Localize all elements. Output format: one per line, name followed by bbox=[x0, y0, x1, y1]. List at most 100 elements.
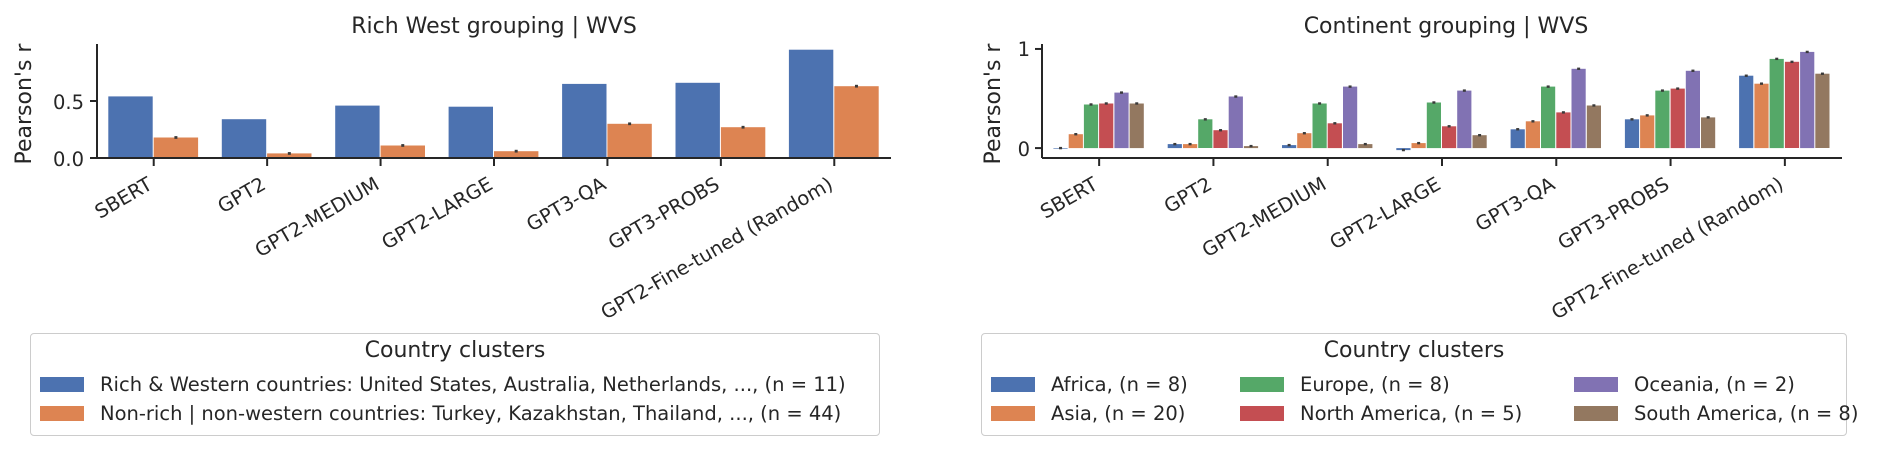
bar bbox=[380, 145, 425, 158]
bar bbox=[834, 86, 879, 158]
bar bbox=[1358, 144, 1373, 149]
bar bbox=[1624, 119, 1640, 148]
bar bbox=[607, 123, 652, 158]
legend-item: Non-rich | non-western countries: Turkey… bbox=[40, 402, 841, 425]
legend-swatch bbox=[1574, 377, 1618, 392]
x-tick-label: GPT2-LARGE bbox=[1326, 172, 1445, 254]
bar bbox=[1815, 73, 1830, 148]
bar bbox=[1327, 123, 1342, 149]
bar bbox=[1472, 135, 1487, 149]
bar bbox=[1083, 104, 1099, 149]
x-tick-label: GPT3-QA bbox=[1471, 172, 1559, 236]
bar bbox=[1343, 86, 1358, 149]
bar bbox=[1800, 51, 1815, 149]
x-tick-label: SBERT bbox=[1036, 172, 1101, 223]
bar bbox=[1426, 102, 1441, 149]
bar bbox=[1701, 117, 1716, 149]
legend-label: Europe, (n = 8) bbox=[1300, 373, 1450, 396]
legend-item: Rich & Western countries: United States,… bbox=[40, 373, 846, 396]
legend-item: South America, (n = 8) bbox=[1574, 402, 1858, 425]
bar bbox=[1754, 83, 1769, 149]
legend-swatch bbox=[40, 377, 84, 392]
legend-rich-west: Country clusters Rich & Western countrie… bbox=[30, 333, 880, 436]
legend-title: Country clusters bbox=[364, 338, 546, 363]
legend-continent: Country clusters Africa, (n = 8) Asia, (… bbox=[981, 333, 1858, 436]
legend-label: South America, (n = 8) bbox=[1634, 402, 1859, 425]
legend-swatch bbox=[1574, 406, 1618, 421]
x-tick-label: GPT2 bbox=[214, 172, 270, 218]
x-tick-label: GPT2-MEDIUM bbox=[1198, 172, 1330, 262]
bar bbox=[1640, 115, 1655, 149]
bar bbox=[267, 153, 312, 158]
y-axis-label: Pearson's r bbox=[981, 43, 1006, 165]
legend-label: Rich & Western countries: United States,… bbox=[100, 373, 846, 396]
legend-item: Asia, (n = 20) bbox=[991, 402, 1185, 425]
panel-rich-west: Rich West grouping | WVS Pearson's r 0.5… bbox=[12, 14, 891, 324]
y-tick-label: 0 bbox=[1018, 138, 1030, 161]
bar bbox=[1457, 90, 1472, 149]
bar bbox=[1198, 119, 1213, 148]
legend-label: North America, (n = 5) bbox=[1300, 402, 1523, 425]
bar bbox=[1556, 112, 1571, 149]
bar bbox=[108, 96, 153, 158]
y-tick-label: 0.5 bbox=[53, 91, 84, 114]
chart-title: Rich West grouping | WVS bbox=[351, 14, 637, 39]
legend-title: Country clusters bbox=[1323, 338, 1505, 363]
y-tick-label: 1 bbox=[1018, 38, 1030, 61]
bar bbox=[1099, 103, 1114, 149]
x-tick-label: GPT2 bbox=[1160, 172, 1216, 218]
bar bbox=[1282, 145, 1297, 149]
bar bbox=[1655, 90, 1670, 149]
bar bbox=[1541, 86, 1556, 149]
bar bbox=[1167, 144, 1182, 149]
bar bbox=[1670, 88, 1685, 149]
x-tick-label: SBERT bbox=[91, 172, 156, 223]
x-tick-label: GPT2-MEDIUM bbox=[251, 172, 383, 262]
bar bbox=[1571, 68, 1586, 149]
bar bbox=[720, 127, 766, 158]
bar bbox=[1769, 58, 1784, 149]
legend-label: Non-rich | non-western countries: Turkey… bbox=[100, 402, 842, 425]
bar bbox=[1442, 126, 1457, 149]
bar bbox=[562, 83, 607, 158]
bar bbox=[448, 106, 493, 158]
legend-swatch bbox=[991, 377, 1035, 392]
bar bbox=[1685, 70, 1700, 149]
legend-label: Asia, (n = 20) bbox=[1051, 402, 1186, 425]
bar bbox=[1183, 144, 1198, 149]
legend-item: Europe, (n = 8) bbox=[1240, 373, 1450, 396]
panel-continent: Continent grouping | WVS Pearson's r 1 0… bbox=[981, 14, 1842, 324]
legend-swatch bbox=[991, 406, 1035, 421]
x-tick-label: GPT2-LARGE bbox=[378, 172, 497, 254]
bar bbox=[221, 119, 267, 158]
bar bbox=[1213, 130, 1228, 148]
legend-item: Oceania, (n = 2) bbox=[1574, 373, 1795, 396]
y-tick-label: 0.0 bbox=[53, 148, 84, 171]
legend-swatch bbox=[1240, 377, 1284, 392]
chart-title: Continent grouping | WVS bbox=[1304, 14, 1589, 39]
legend-item: Africa, (n = 8) bbox=[991, 373, 1188, 396]
bar bbox=[1411, 143, 1426, 149]
legend-swatch bbox=[1240, 406, 1284, 421]
legend-label: Africa, (n = 8) bbox=[1051, 373, 1188, 396]
bar bbox=[494, 151, 539, 158]
legend-item: North America, (n = 5) bbox=[1240, 402, 1522, 425]
bar bbox=[1510, 129, 1525, 149]
bar bbox=[1129, 103, 1144, 149]
bar bbox=[675, 82, 720, 158]
bar bbox=[153, 137, 199, 158]
bar bbox=[1784, 61, 1800, 148]
bar bbox=[1312, 103, 1327, 149]
bar bbox=[788, 49, 834, 159]
bar bbox=[1739, 75, 1754, 149]
bar bbox=[335, 105, 380, 158]
bar bbox=[1068, 134, 1083, 149]
bar bbox=[1586, 105, 1601, 149]
x-tick-label: GPT3-QA bbox=[523, 172, 611, 236]
bar bbox=[1228, 96, 1243, 148]
y-axis-label: Pearson's r bbox=[12, 43, 37, 165]
bar bbox=[1297, 133, 1312, 149]
bar bbox=[1525, 121, 1540, 149]
legend-swatch bbox=[40, 406, 84, 421]
